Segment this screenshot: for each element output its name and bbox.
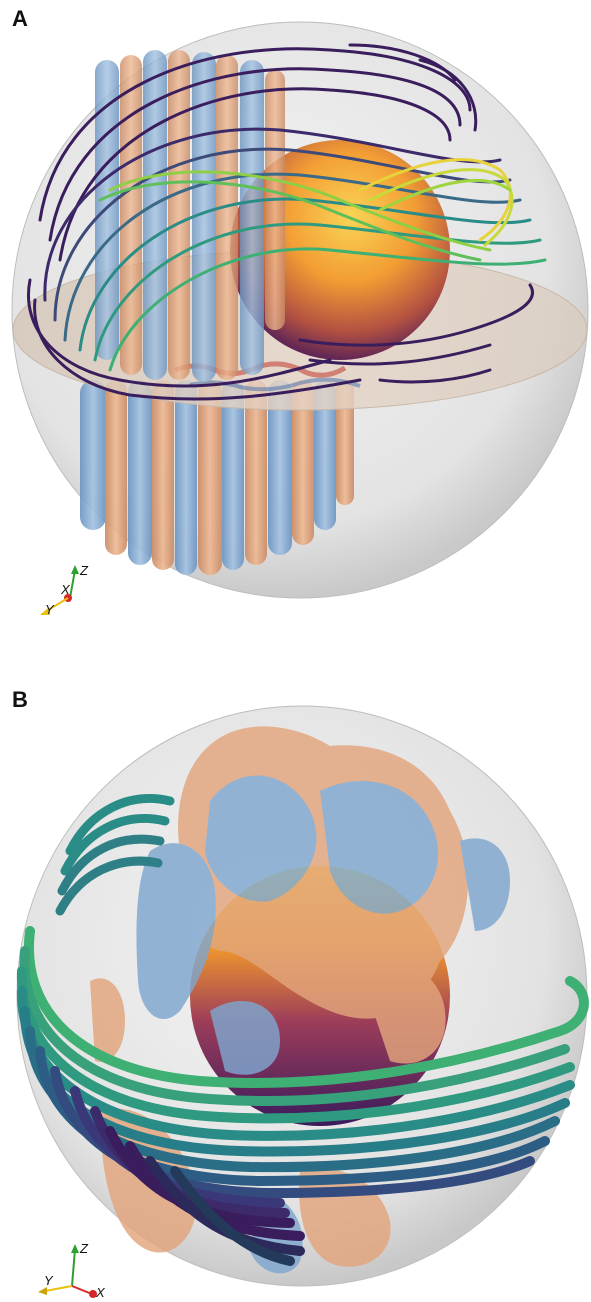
- orientation-axes: Z Y X: [38, 1241, 106, 1300]
- x-axis-marker: [89, 1290, 97, 1298]
- panel-b-letter: B: [12, 687, 28, 712]
- z-axis-label: Z: [79, 1241, 89, 1256]
- y-axis-arrow: [38, 1287, 47, 1295]
- x-axis-line: [71, 1285, 93, 1295]
- panel-a: A: [11, 6, 589, 617]
- x-axis-label: X: [60, 582, 71, 597]
- z-axis-line: [69, 569, 76, 599]
- y-axis-label: Y: [45, 602, 55, 617]
- y-axis-label: Y: [44, 1273, 54, 1288]
- orientation-axes: Z X Y: [40, 563, 89, 617]
- y-axis-arrow: [40, 608, 50, 615]
- convection-columns-upper: [95, 50, 285, 382]
- x-axis-label: X: [95, 1285, 106, 1300]
- convection-columns-lower: [80, 380, 354, 575]
- magnetic-field-lines: [27, 43, 547, 401]
- y-axis-line: [44, 1285, 73, 1292]
- panel-b-visualization: Z Y X: [16, 705, 589, 1300]
- panel-b: B: [0, 651, 591, 1302]
- z-axis-label: Z: [79, 563, 89, 578]
- magnetic-field-tubes: [16, 793, 589, 1266]
- y-axis-line: [44, 597, 69, 613]
- z-axis-line: [71, 1248, 76, 1287]
- panel-a-letter: A: [12, 6, 28, 31]
- z-axis-arrow: [71, 565, 79, 574]
- z-axis-arrow: [71, 1244, 79, 1253]
- panel-a-visualization: Z X Y: [11, 21, 589, 617]
